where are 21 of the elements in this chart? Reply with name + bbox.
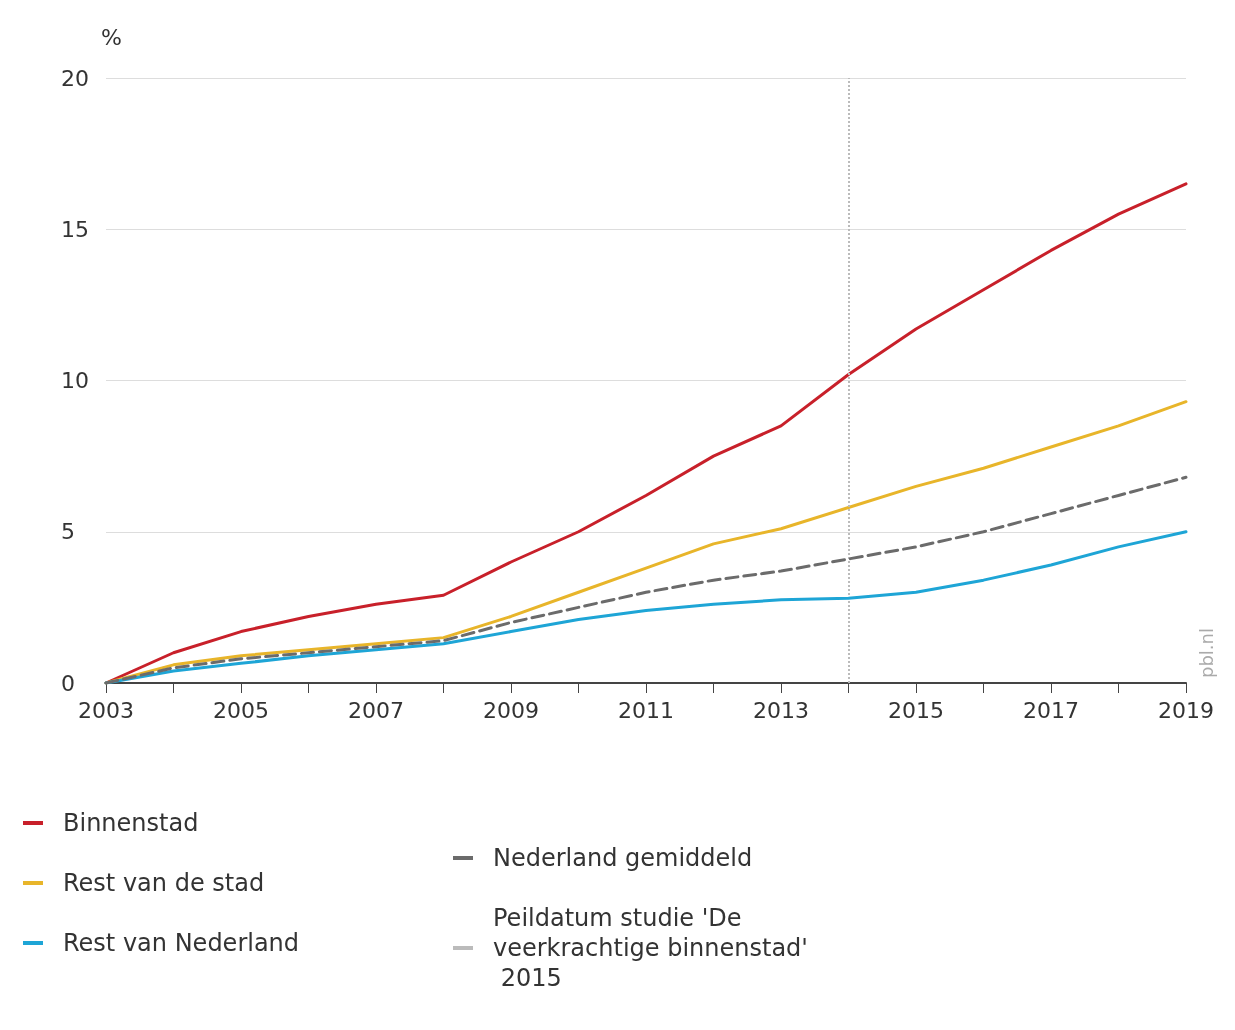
x-tick-label: 2011 [618, 697, 674, 723]
y-tick-label: 10 [61, 368, 89, 393]
x-tick-label: 2017 [1023, 697, 1079, 723]
y-tick-label: 20 [61, 65, 89, 91]
x-tick-label: 2015 [888, 697, 944, 723]
x-tick-label: 2003 [78, 697, 134, 723]
text: pbl.nl [1195, 628, 1217, 678]
legend-label: Nederland gemiddeld [493, 844, 753, 872]
legend-label: Rest van de stad [63, 869, 265, 897]
legend-label: Rest van Nederland [63, 929, 300, 957]
y-tick-label: 5 [61, 519, 75, 545]
x-tick-label: 2005 [213, 697, 269, 723]
y-axis-title: % [101, 24, 122, 50]
legend-label: Peildatum studie 'De veerkrachtige binnenstad' 2015 [493, 904, 808, 992]
y-tick-label: 0 [61, 670, 75, 696]
x-tick-label: 2019 [1158, 697, 1214, 723]
x-tick-label: 2007 [348, 697, 404, 723]
y-tick-label: 15 [61, 216, 89, 242]
x-tick-label: 2009 [483, 697, 539, 723]
legend-label: Binnenstad [63, 809, 199, 837]
x-tick-label: 2013 [753, 697, 809, 723]
